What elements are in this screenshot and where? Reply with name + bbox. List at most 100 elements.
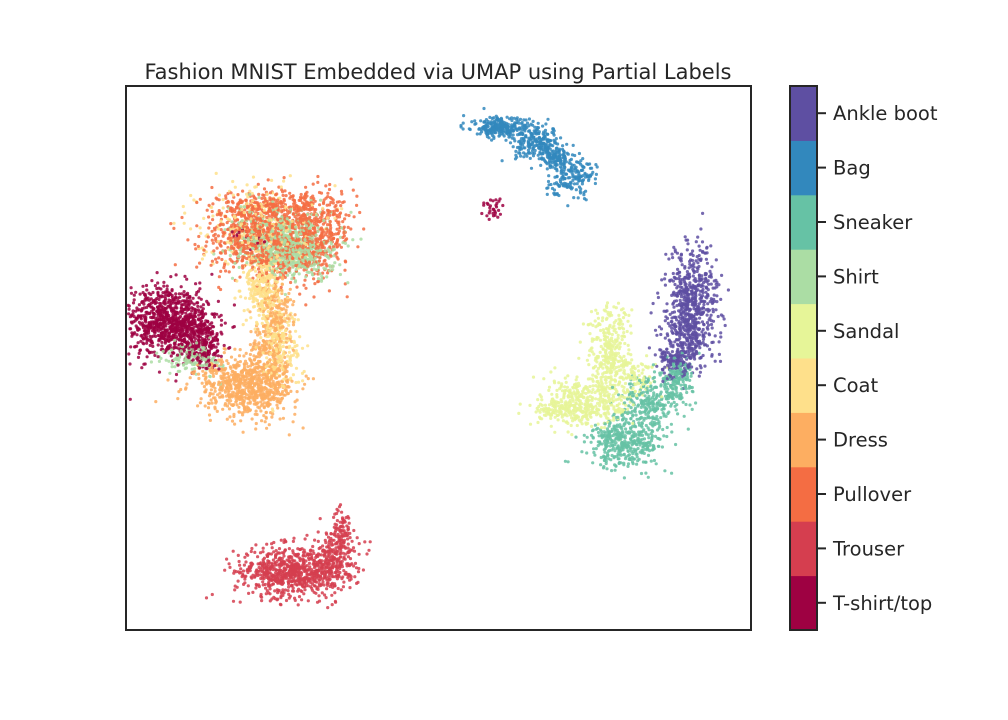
scatter-point <box>636 404 640 408</box>
scatter-point <box>652 375 657 380</box>
scatter-point <box>303 382 307 386</box>
scatter-point <box>355 194 359 198</box>
scatter-point <box>211 241 215 245</box>
scatter-point <box>514 149 518 153</box>
scatter-point <box>219 228 223 232</box>
scatter-point <box>127 304 131 308</box>
scatter-point <box>265 192 269 196</box>
scatter-point <box>245 192 249 196</box>
scatter-point <box>216 234 220 238</box>
scatter-point <box>274 549 278 553</box>
scatter-point <box>601 316 605 320</box>
scatter-point <box>546 117 550 121</box>
scatter-point <box>610 469 614 473</box>
scatter-point <box>335 200 339 204</box>
scatter-point <box>202 385 206 389</box>
scatter-point <box>304 275 308 279</box>
scatter-point <box>585 358 590 362</box>
scatter-point <box>191 296 195 300</box>
scatter-point <box>298 559 302 563</box>
scatter-point <box>246 584 250 588</box>
scatter-point <box>709 244 713 248</box>
scatter-point <box>701 337 706 341</box>
scatter-point <box>176 397 180 401</box>
scatter-point <box>630 308 634 312</box>
scatter-point <box>157 359 161 363</box>
scatter-point <box>680 263 684 267</box>
scatter-point <box>613 383 617 387</box>
scatter-point <box>657 437 661 441</box>
scatter-point <box>705 280 709 284</box>
scatter-point <box>190 306 194 310</box>
scatter-point <box>210 185 214 190</box>
scatter-point <box>253 185 257 189</box>
scatter-point <box>295 343 299 348</box>
scatter-point <box>550 186 555 191</box>
scatter-point <box>528 403 532 407</box>
scatter-point <box>594 447 598 451</box>
scatter-point <box>357 552 361 556</box>
scatter-point <box>594 404 598 408</box>
scatter-point <box>202 253 206 257</box>
scatter-point <box>238 401 242 406</box>
scatter-point <box>572 408 576 412</box>
scatter-point <box>345 237 349 241</box>
scatter-point <box>270 178 274 182</box>
scatter-point <box>673 340 677 344</box>
scatter-point <box>189 193 193 198</box>
scatter-point <box>157 370 162 374</box>
scatter-point <box>328 223 332 227</box>
scatter-point <box>134 290 138 294</box>
scatter-point <box>562 396 566 400</box>
scatter-point <box>338 272 342 277</box>
scatter-point <box>223 568 227 572</box>
scatter-point <box>582 433 586 437</box>
scatter-point <box>325 213 329 217</box>
scatter-point <box>198 281 202 285</box>
scatter-point <box>241 189 245 193</box>
scatter-point <box>660 278 664 282</box>
scatter-point <box>165 284 169 288</box>
scatter-point <box>367 548 371 552</box>
scatter-point <box>620 326 624 330</box>
scatter-point <box>576 196 580 200</box>
scatter-point <box>242 563 246 567</box>
scatter-point <box>612 367 616 371</box>
scatter-point <box>283 292 287 297</box>
scatter-point <box>172 226 176 230</box>
scatter-point <box>335 519 339 523</box>
scatter-point <box>253 550 257 555</box>
scatter-point <box>553 430 557 434</box>
scatter-point <box>701 327 705 332</box>
scatter-point <box>678 274 682 278</box>
scatter-point <box>545 192 549 196</box>
scatter-point <box>182 290 186 294</box>
scatter-point <box>128 362 132 366</box>
scatter-point <box>217 275 221 279</box>
scatter-point <box>214 236 218 240</box>
scatter-point <box>688 378 692 382</box>
scatter-point <box>694 401 698 405</box>
scatter-point <box>528 422 533 426</box>
scatter-point <box>231 265 236 269</box>
scatter-point <box>497 134 501 138</box>
scatter-point <box>177 358 181 362</box>
scatter-point <box>599 429 604 434</box>
scatter-point <box>214 371 218 375</box>
scatter-point <box>239 419 243 423</box>
scatter-point <box>705 246 709 250</box>
scatter-point <box>596 430 601 435</box>
scatter-point <box>265 426 269 430</box>
scatter-point <box>248 310 252 314</box>
scatter-point <box>312 295 316 299</box>
scatter-point <box>200 381 204 385</box>
scatter-point <box>339 524 343 529</box>
scatter-point <box>285 242 290 246</box>
scatter-point <box>282 406 286 411</box>
scatter-point <box>646 453 651 457</box>
scatter-point <box>341 220 345 224</box>
scatter-point <box>670 252 674 256</box>
scatter-point <box>594 427 599 431</box>
scatter-point <box>662 434 666 438</box>
scatter-point <box>611 433 616 438</box>
